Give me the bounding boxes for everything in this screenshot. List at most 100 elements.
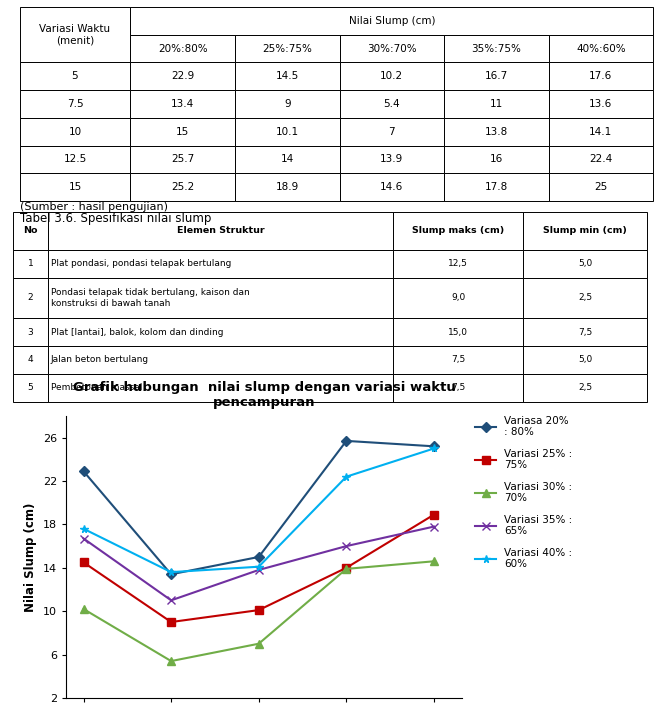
Text: Tabel 3.6. Spesifikasi nilai slump: Tabel 3.6. Spesifikasi nilai slump (20, 212, 211, 224)
Text: 22.9: 22.9 (171, 71, 194, 81)
Legend: Variasa 20%
: 80%, Variasi 25% :
75%, Variasi 30% :
70%, Variasi 35% :
65%, Vari: Variasa 20% : 80%, Variasi 25% : 75%, Va… (475, 415, 572, 570)
Bar (235, 90, 339, 118)
Text: Jalan beton bertulang: Jalan beton bertulang (51, 355, 148, 364)
Text: 13.6: 13.6 (589, 99, 612, 109)
Bar (13, 318, 48, 346)
Y-axis label: Nilai Slump (cm): Nilai Slump (cm) (24, 502, 37, 612)
Text: 17.6: 17.6 (589, 71, 612, 81)
Text: 9,0: 9,0 (451, 293, 465, 302)
Bar (523, 278, 647, 318)
Text: 18.9: 18.9 (276, 182, 299, 192)
Variasi 30% :
70% (430, 557, 438, 565)
Text: 11: 11 (490, 99, 503, 109)
Bar (548, 118, 653, 145)
Bar (131, 118, 235, 145)
Bar (20, 90, 131, 118)
Bar (131, 145, 235, 173)
Variasa 20%
: 80%: (12.5, 25.7): 80%: (12.5, 25.7) (343, 436, 350, 445)
Text: 3: 3 (28, 328, 34, 336)
Bar (131, 90, 235, 118)
Variasi 30% :
70% (167, 657, 175, 666)
Variasi 35% :
65% (167, 596, 175, 605)
Bar (131, 35, 235, 63)
Text: 14.1: 14.1 (589, 127, 612, 137)
Variasi 25% :
75% (80, 558, 88, 567)
Variasi 30% :
70% (255, 639, 263, 648)
Variasi 35% :
65% (255, 565, 263, 574)
Variasi 25% :
75% (167, 618, 175, 626)
Bar (339, 173, 444, 201)
Bar (48, 318, 393, 346)
Bar (48, 374, 393, 402)
Text: 5.4: 5.4 (383, 99, 400, 109)
Text: No: No (23, 226, 38, 235)
Bar (523, 346, 647, 374)
Bar (20, 7, 131, 63)
Text: 7,5: 7,5 (578, 328, 592, 336)
Bar (393, 318, 523, 346)
Bar (20, 145, 131, 173)
Text: 13.9: 13.9 (380, 154, 403, 164)
Variasi 35% :
65% (80, 534, 88, 543)
Variasi 25% :
75% (343, 563, 350, 572)
Text: Variasi Waktu
(menit): Variasi Waktu (menit) (40, 24, 110, 46)
Bar (13, 278, 48, 318)
Text: 5: 5 (72, 71, 79, 81)
Bar (20, 63, 131, 90)
Text: 25.2: 25.2 (171, 182, 194, 192)
Text: 10: 10 (69, 127, 82, 137)
Text: 14.5: 14.5 (276, 71, 299, 81)
Text: 7,5: 7,5 (451, 384, 465, 393)
Text: 12,5: 12,5 (448, 259, 468, 268)
Bar (523, 318, 647, 346)
Text: 2,5: 2,5 (578, 384, 592, 393)
Text: 10.1: 10.1 (276, 127, 299, 137)
Bar (444, 63, 548, 90)
Text: 13.8: 13.8 (484, 127, 508, 137)
Bar (444, 35, 548, 63)
Bar (523, 250, 647, 278)
Bar (393, 212, 523, 250)
Text: 9: 9 (284, 99, 290, 109)
Text: 5,0: 5,0 (578, 355, 592, 364)
Variasi 30% :
70% (343, 565, 350, 573)
Text: 7.5: 7.5 (67, 99, 83, 109)
Bar (131, 63, 235, 90)
Line: Variasi 25% :
75%: Variasi 25% : 75% (80, 511, 438, 626)
Bar (393, 250, 523, 278)
Text: 10.2: 10.2 (380, 71, 403, 81)
Bar (20, 118, 131, 145)
Bar (548, 90, 653, 118)
Bar (393, 278, 523, 318)
Variasi 40% :
60% (255, 563, 263, 571)
Text: 4: 4 (28, 355, 34, 364)
Text: 7: 7 (389, 127, 395, 137)
Text: 1: 1 (28, 259, 34, 268)
Variasi 40% :
60% (80, 525, 88, 533)
Text: 17.8: 17.8 (484, 182, 508, 192)
Text: 25%:75%: 25%:75% (262, 44, 312, 54)
Variasi 40% :
60% (167, 568, 175, 577)
Text: 2,5: 2,5 (578, 293, 592, 302)
Text: Pembetonan massal: Pembetonan massal (51, 384, 142, 393)
Variasi 40% :
60% (430, 444, 438, 453)
Text: 12.5: 12.5 (63, 154, 86, 164)
Text: 15: 15 (69, 182, 82, 192)
Bar (235, 63, 339, 90)
Bar (48, 250, 393, 278)
Variasa 20%
: 80%: (5, 22.9): 80%: (5, 22.9) (80, 467, 88, 475)
Bar (131, 7, 653, 35)
Bar (48, 346, 393, 374)
Bar (548, 145, 653, 173)
Bar (13, 346, 48, 374)
Bar (444, 118, 548, 145)
Text: 16.7: 16.7 (484, 71, 508, 81)
Text: Plat pondasi, pondasi telapak bertulang: Plat pondasi, pondasi telapak bertulang (51, 259, 231, 268)
Variasi 40% :
60% (343, 472, 350, 481)
Variasi 30% :
70% (80, 605, 88, 613)
Bar (548, 35, 653, 63)
Bar (548, 173, 653, 201)
Text: 35%:75%: 35%:75% (471, 44, 521, 54)
Bar (13, 250, 48, 278)
Bar (393, 346, 523, 374)
